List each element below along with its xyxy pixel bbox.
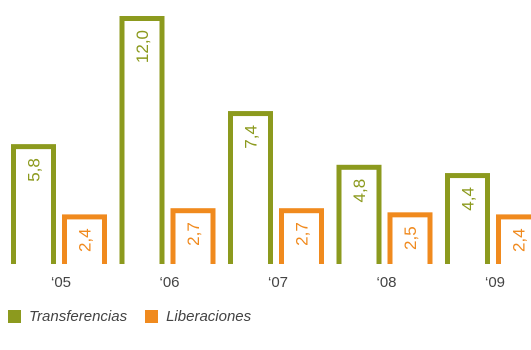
- value-label-transferencias-2: 7,4: [242, 125, 261, 149]
- legend-item-liberaciones: Liberaciones: [145, 308, 251, 325]
- baseline-mask: [0, 264, 531, 350]
- value-label-liberaciones-4: 2,4: [510, 228, 529, 252]
- category-label-3: ‘08: [376, 274, 396, 291]
- value-label-liberaciones-0: 2,4: [76, 228, 95, 252]
- legend: Transferencias Liberaciones: [8, 306, 251, 326]
- legend-swatch-transferencias: [8, 309, 21, 323]
- legend-item-transferencias: Transferencias: [8, 308, 127, 325]
- value-label-transferencias-0: 5,8: [25, 158, 44, 182]
- value-label-liberaciones-3: 2,5: [401, 226, 420, 250]
- value-label-transferencias-4: 4,4: [459, 187, 478, 211]
- value-label-transferencias-3: 4,8: [350, 179, 369, 203]
- category-label-2: ‘07: [268, 274, 288, 291]
- category-label-4: ‘09: [485, 274, 505, 291]
- legend-label-transferencias: Transferencias: [29, 307, 128, 325]
- legend-swatch-liberaciones: [145, 309, 159, 323]
- value-label-liberaciones-1: 2,7: [184, 222, 203, 246]
- legend-label-liberaciones: Liberaciones: [166, 307, 252, 325]
- category-label-0: ‘05: [51, 274, 71, 291]
- value-label-transferencias-1: 12,0: [133, 30, 152, 63]
- value-label-liberaciones-2: 2,7: [293, 222, 312, 246]
- category-label-1: ‘06: [159, 274, 179, 291]
